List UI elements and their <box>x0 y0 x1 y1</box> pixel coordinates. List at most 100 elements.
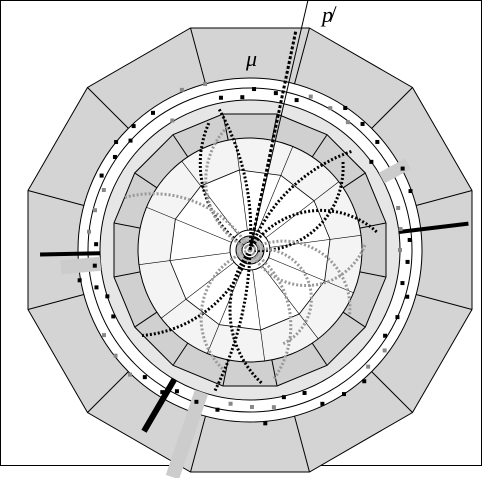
tracker-divider <box>146 206 232 243</box>
calo-hit <box>263 421 268 426</box>
tracks <box>40 81 469 478</box>
calo-hit <box>398 248 402 252</box>
calo-hit <box>362 379 367 384</box>
calo-hit <box>174 389 179 394</box>
chamber-divider <box>416 294 473 310</box>
calo-hit <box>400 281 405 286</box>
calo-hit <box>150 110 155 115</box>
tracker-divider <box>161 261 235 319</box>
chamber-divider <box>416 190 473 206</box>
tracker-divider <box>138 252 231 266</box>
calo-hit <box>101 333 106 338</box>
tracker-divider <box>181 161 239 235</box>
calo-hit <box>99 173 104 178</box>
track <box>249 248 293 381</box>
calo-hit <box>395 315 400 320</box>
calo-hit <box>294 98 299 103</box>
chamber-divider <box>87 87 129 129</box>
track <box>140 249 252 338</box>
calo-divider <box>359 271 386 278</box>
calo-hit <box>382 348 387 353</box>
track <box>248 208 379 251</box>
tracker-divider <box>265 181 339 239</box>
calo-hit <box>194 399 199 404</box>
chamber-divider <box>87 371 129 413</box>
calo-hit <box>111 314 116 319</box>
calo-hit <box>405 294 410 299</box>
jet <box>398 221 469 235</box>
calo-hit <box>179 87 184 92</box>
tracker-divider <box>257 146 294 232</box>
calo-hit <box>228 401 233 406</box>
calo-divider <box>311 134 328 158</box>
calo-hit <box>240 95 245 100</box>
calo-hit <box>281 395 286 400</box>
calo-hit <box>360 121 365 126</box>
calo-hit <box>407 237 412 242</box>
calo-hit <box>93 208 98 213</box>
jet <box>378 158 411 184</box>
calo-hit <box>302 390 307 395</box>
calo-hit <box>131 124 136 129</box>
calo-hit <box>343 105 348 110</box>
missing-momentum-label: p̸ <box>320 2 337 27</box>
calo-hit <box>383 333 388 338</box>
tracker-divider <box>252 269 266 362</box>
chamber-divider <box>190 27 206 84</box>
calo-hit <box>341 392 346 397</box>
track <box>249 247 313 346</box>
tracker-divider <box>268 257 354 294</box>
calo-divider <box>114 222 141 229</box>
muon-track <box>248 29 298 251</box>
calo-hit <box>308 94 313 99</box>
calo-hit <box>105 294 110 299</box>
chamber-divider <box>371 87 413 129</box>
calo-hit <box>366 364 371 369</box>
calo-divider <box>342 172 366 189</box>
calo-hit <box>249 404 254 409</box>
calo-divider <box>342 311 366 328</box>
calo-hit <box>127 372 132 377</box>
calo-hit <box>114 140 119 145</box>
calo-hit <box>328 106 333 111</box>
tracker-divider <box>269 234 362 248</box>
calo-hit <box>128 138 133 143</box>
calo-hit <box>375 139 380 144</box>
track <box>213 249 252 393</box>
track <box>217 107 253 251</box>
calo-hit <box>273 91 278 96</box>
track <box>249 239 352 316</box>
calo-hit <box>101 187 106 192</box>
calo-hit <box>203 81 208 86</box>
calo-hit <box>396 205 401 210</box>
chamber-divider <box>371 371 413 413</box>
calo-divider <box>172 134 189 158</box>
chamber-divider <box>27 294 84 310</box>
tracker-divider <box>206 268 243 354</box>
calo-hit <box>92 263 97 268</box>
chamber-divider <box>294 416 310 473</box>
tracker-divider <box>261 265 319 339</box>
calo-hit <box>94 242 99 247</box>
calo-hit <box>398 227 403 232</box>
calo-hit <box>369 159 374 164</box>
track <box>204 125 251 252</box>
track <box>123 192 252 251</box>
calo-divider <box>311 342 328 366</box>
calo-hit <box>215 407 220 412</box>
calo-hit <box>271 405 276 410</box>
calo-hit <box>400 166 405 171</box>
calo-hit <box>170 118 175 123</box>
track <box>228 249 264 385</box>
calo-hit <box>252 87 257 92</box>
jet <box>165 389 209 478</box>
calo-hit <box>405 259 410 264</box>
muon-label: μ <box>245 46 257 71</box>
calo-hit <box>345 120 350 125</box>
calo-divider <box>114 271 141 278</box>
calo-hit <box>113 353 118 358</box>
calo-hit <box>112 154 117 159</box>
calo-hit <box>87 229 92 234</box>
calo-divider <box>172 342 189 366</box>
calo-hit <box>320 401 325 406</box>
